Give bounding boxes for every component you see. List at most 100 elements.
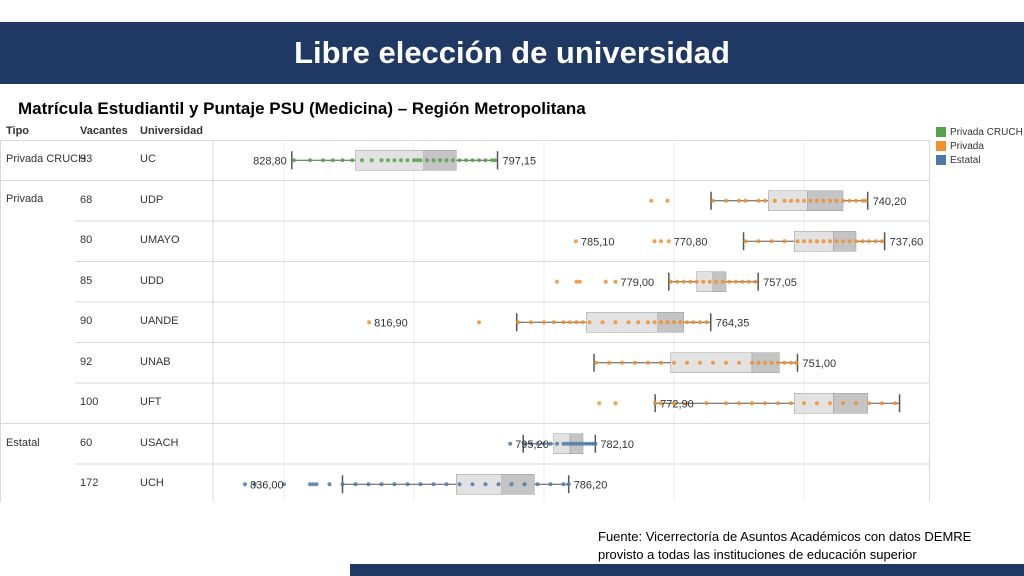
data-point bbox=[685, 320, 689, 325]
row-tipo: Privada CRUCH bbox=[6, 153, 87, 166]
data-point bbox=[327, 482, 332, 487]
data-point bbox=[418, 158, 423, 163]
data-point bbox=[789, 198, 793, 203]
data-point bbox=[854, 198, 858, 203]
data-point bbox=[828, 198, 832, 203]
data-point bbox=[653, 401, 658, 406]
row-vacantes: 68 bbox=[80, 193, 93, 206]
data-point bbox=[672, 401, 676, 406]
box-upper bbox=[794, 393, 834, 414]
data-point bbox=[867, 239, 871, 244]
data-point bbox=[311, 482, 316, 487]
data-point bbox=[529, 441, 533, 446]
row-tipo: Privada bbox=[6, 192, 44, 205]
data-point bbox=[405, 158, 410, 163]
data-point bbox=[769, 239, 774, 244]
data-point bbox=[405, 482, 410, 487]
data-point bbox=[776, 401, 780, 406]
data-point bbox=[782, 239, 787, 244]
data-point bbox=[291, 158, 296, 163]
data-point bbox=[659, 320, 663, 325]
row-vacantes: 90 bbox=[80, 315, 93, 328]
row-vacantes: 85 bbox=[80, 274, 93, 287]
data-point bbox=[535, 441, 540, 446]
data-point bbox=[880, 239, 884, 244]
data-point bbox=[763, 401, 767, 406]
data-point bbox=[551, 320, 556, 325]
data-point bbox=[561, 482, 566, 487]
data-point bbox=[568, 320, 572, 325]
data-point bbox=[308, 482, 312, 487]
source-line-1: Fuente: Vicerrectoría de Asuntos Académi… bbox=[598, 529, 972, 544]
data-point bbox=[750, 401, 754, 406]
data-point bbox=[607, 360, 611, 365]
data-point bbox=[457, 158, 462, 163]
data-point bbox=[860, 239, 865, 244]
data-point bbox=[794, 360, 799, 365]
value-label: 751,00 bbox=[803, 358, 837, 370]
data-point bbox=[763, 360, 767, 365]
data-point bbox=[490, 158, 494, 163]
data-point bbox=[665, 320, 670, 325]
data-point bbox=[863, 198, 868, 203]
data-point bbox=[672, 320, 676, 325]
data-point bbox=[668, 279, 673, 284]
data-point bbox=[360, 158, 364, 163]
row-vacantes: 93 bbox=[80, 153, 93, 166]
value-label: 740,20 bbox=[873, 196, 907, 208]
legend: Privada CRUCH Privada Estatal bbox=[936, 125, 1023, 167]
data-point bbox=[691, 320, 696, 325]
box-lower bbox=[657, 312, 684, 333]
data-point bbox=[573, 239, 578, 244]
data-point bbox=[834, 239, 839, 244]
data-point bbox=[681, 279, 686, 284]
data-point bbox=[581, 441, 585, 446]
value-label: 772,90 bbox=[660, 398, 694, 410]
data-point bbox=[834, 198, 839, 203]
data-point bbox=[340, 158, 345, 163]
data-point bbox=[828, 239, 832, 244]
source-note: Fuente: Vicerrectoría de Asuntos Académi… bbox=[598, 528, 971, 564]
value-label: 797,15 bbox=[503, 155, 537, 167]
row-universidad: UNAB bbox=[140, 355, 171, 368]
data-point bbox=[399, 158, 403, 163]
data-point bbox=[694, 279, 699, 284]
page-title: Libre elección de universidad bbox=[294, 35, 730, 70]
data-point bbox=[652, 320, 657, 325]
value-label: 779,00 bbox=[621, 277, 655, 289]
data-point bbox=[724, 401, 728, 406]
data-point bbox=[737, 198, 741, 203]
data-point bbox=[659, 401, 663, 406]
data-point bbox=[808, 198, 813, 203]
data-point bbox=[522, 482, 527, 487]
data-point bbox=[733, 279, 738, 284]
data-point bbox=[789, 360, 793, 365]
data-point bbox=[698, 360, 702, 365]
data-point bbox=[815, 401, 819, 406]
data-point bbox=[756, 360, 761, 365]
data-point bbox=[789, 401, 793, 406]
box-lower bbox=[712, 271, 727, 292]
data-point bbox=[438, 158, 442, 163]
title-bar: Libre elección de universidad bbox=[0, 22, 1024, 84]
data-point bbox=[802, 239, 806, 244]
data-point bbox=[496, 482, 501, 487]
data-point bbox=[847, 198, 852, 203]
data-point bbox=[802, 401, 806, 406]
data-point bbox=[379, 158, 384, 163]
data-point bbox=[782, 360, 787, 365]
data-point bbox=[860, 198, 865, 203]
data-point bbox=[555, 441, 559, 446]
data-point bbox=[613, 279, 618, 284]
row-universidad: UANDE bbox=[140, 315, 179, 328]
data-point bbox=[415, 158, 420, 163]
legend-item-privada: Privada bbox=[936, 139, 1023, 153]
legend-item-estatal: Estatal bbox=[936, 153, 1023, 167]
data-point bbox=[457, 482, 462, 487]
data-point bbox=[678, 320, 683, 325]
data-point bbox=[769, 360, 774, 365]
data-point bbox=[672, 360, 676, 365]
data-point bbox=[483, 158, 488, 163]
data-point bbox=[600, 320, 605, 325]
data-point bbox=[707, 279, 712, 284]
